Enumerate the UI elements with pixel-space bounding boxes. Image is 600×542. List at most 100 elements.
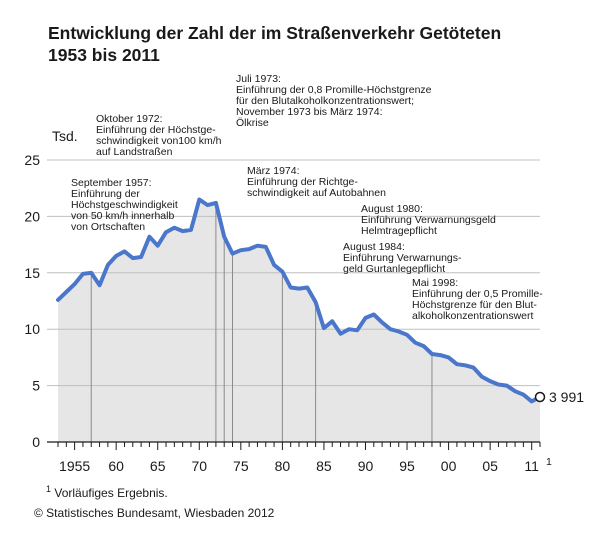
data-point bbox=[115, 255, 117, 257]
data-point bbox=[373, 313, 375, 316]
data-point bbox=[497, 383, 500, 386]
data-point bbox=[422, 345, 425, 347]
axes bbox=[47, 441, 541, 450]
annotation-line: schwindigkeit von100 km/h bbox=[96, 135, 222, 147]
annotation-line: auf Landstraßen bbox=[96, 146, 173, 158]
data-point bbox=[464, 364, 467, 367]
data-point bbox=[323, 327, 325, 329]
annotation-text: März 1974: Einführung der Richtge-schwind… bbox=[247, 165, 386, 199]
annotation-line: Einführung der 0,5 Promille- bbox=[412, 288, 543, 300]
data-point bbox=[489, 380, 491, 382]
data-point bbox=[431, 353, 433, 355]
data-point bbox=[256, 244, 259, 247]
annotation-line: Einführung der Höchstge- bbox=[96, 124, 216, 136]
chart-title-line2: 1953 bis 2011 bbox=[48, 45, 160, 65]
data-point bbox=[190, 229, 192, 231]
data-point bbox=[165, 231, 167, 233]
y-tick-label: 0 bbox=[32, 434, 40, 450]
data-point bbox=[522, 393, 525, 396]
x-tick-superscript: 1 bbox=[546, 456, 552, 468]
data-point bbox=[132, 257, 134, 259]
y-axis-unit-label: Tsd. bbox=[52, 128, 78, 144]
annotations: September 1957: Einführung der Höchstgesch… bbox=[71, 73, 543, 322]
data-point bbox=[447, 356, 450, 359]
x-tick-label: 70 bbox=[191, 458, 207, 474]
annotation-text: August 1980: Einführung Verwarnungsgeld He… bbox=[361, 203, 496, 237]
chart-title-line1: Entwicklung der Zahl der im Straßenverke… bbox=[48, 23, 502, 43]
x-tick-label: 90 bbox=[358, 458, 374, 474]
x-tick-label: 05 bbox=[482, 458, 498, 474]
data-point bbox=[123, 250, 126, 253]
data-point bbox=[148, 235, 151, 238]
data-point bbox=[206, 204, 209, 206]
annotation-line: schwindigkeit auf Autobahnen bbox=[247, 187, 386, 199]
annotation-line: Höchstgrenze für den Blut- bbox=[412, 299, 537, 311]
y-tick-label: 10 bbox=[24, 321, 40, 337]
data-point bbox=[414, 341, 417, 344]
x-tick-label: 11 bbox=[524, 458, 539, 474]
annotation-line: September 1957: bbox=[71, 177, 152, 189]
annotation-line: Ölkrise bbox=[236, 117, 269, 129]
data-point bbox=[265, 246, 267, 248]
y-tick-label: 20 bbox=[24, 208, 40, 224]
data-point bbox=[289, 286, 292, 289]
data-point bbox=[364, 317, 367, 319]
data-point bbox=[156, 244, 159, 247]
data-point bbox=[389, 328, 392, 331]
data-point bbox=[231, 252, 234, 255]
data-point bbox=[181, 230, 184, 232]
annotation-line: von 50 km/h innerhalb bbox=[71, 210, 174, 222]
data-point bbox=[397, 330, 400, 333]
data-point bbox=[82, 273, 84, 275]
data-point bbox=[314, 301, 317, 303]
annotation-line: Einführung der 0,8 Promille-Höchstgrenze bbox=[236, 84, 432, 96]
area-fill-layer bbox=[58, 199, 540, 442]
x-tick-label: 1955 bbox=[59, 458, 90, 474]
footnote-marker: 1 bbox=[46, 484, 52, 494]
annotation-line: März 1974: bbox=[247, 165, 300, 177]
data-point bbox=[223, 235, 225, 238]
data-point bbox=[456, 363, 458, 366]
annotation-text: September 1957: Einführung der Höchstgesch… bbox=[71, 177, 178, 233]
annotation-line: für den Blutalkoholkonzentrationswert; bbox=[236, 95, 414, 107]
gridlines bbox=[47, 159, 540, 387]
series-layer: 3 991 bbox=[56, 197, 584, 405]
annotation-text: Mai 1998: Einführung der 0,5 Promille-Höc… bbox=[412, 277, 543, 322]
data-point bbox=[331, 320, 334, 323]
data-point bbox=[530, 400, 533, 403]
data-point bbox=[356, 329, 359, 332]
annotation-line: alkoholkonzentrationswert bbox=[412, 310, 533, 322]
y-tick-label: 5 bbox=[32, 378, 40, 394]
annotation-line: Helmtragepflicht bbox=[361, 225, 437, 237]
annotation-line: Mai 1998: bbox=[412, 277, 458, 289]
annotation-line: November 1973 bis März 1974: bbox=[236, 106, 383, 118]
annotation-leaders bbox=[90, 202, 433, 442]
x-tick-label: 75 bbox=[233, 458, 249, 474]
data-point bbox=[339, 332, 342, 335]
data-point bbox=[514, 390, 516, 393]
x-tick-label: 95 bbox=[399, 458, 415, 474]
annotation-text: August 1984: Einführung Verwarnungs-geld … bbox=[343, 241, 462, 275]
footnote: 1 Vorläufiges Ergebnis. bbox=[46, 484, 168, 500]
x-tick-label: 80 bbox=[275, 458, 291, 474]
data-point bbox=[298, 287, 300, 290]
data-point bbox=[439, 354, 442, 356]
x-tick-label: 00 bbox=[441, 458, 457, 474]
data-point bbox=[381, 321, 383, 324]
footnote-text: Vorläufiges Ergebnis. bbox=[54, 486, 168, 500]
area-fill bbox=[58, 199, 540, 442]
data-point bbox=[73, 283, 76, 285]
annotation-line: Einführung der Richtge- bbox=[247, 176, 358, 188]
annotation-line: Höchstgeschwindigkeit bbox=[71, 199, 178, 211]
data-point bbox=[90, 272, 92, 274]
annotation-line: Einführung Verwarnungsgeld bbox=[361, 214, 496, 226]
data-point bbox=[65, 291, 68, 293]
x-tick-label: 65 bbox=[150, 458, 166, 474]
data-point bbox=[406, 334, 408, 336]
data-point bbox=[472, 366, 475, 369]
annotation-line: Einführung Verwarnungs- bbox=[343, 252, 462, 264]
data-point bbox=[348, 328, 350, 331]
data-point bbox=[198, 198, 201, 201]
